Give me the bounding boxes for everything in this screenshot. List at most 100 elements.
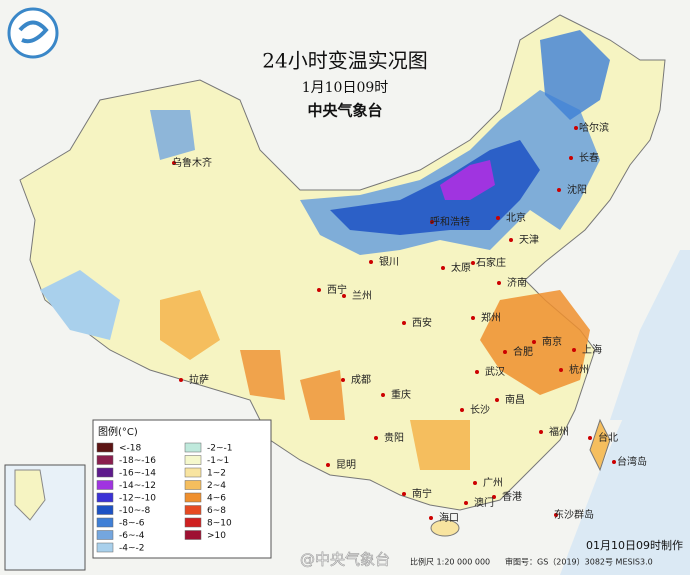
city-dot: [369, 260, 373, 264]
city-label: 重庆: [391, 388, 411, 401]
legend-swatch: [96, 492, 114, 503]
legend-swatch: [96, 542, 114, 553]
city-label: 乌鲁木齐: [172, 156, 212, 169]
legend-label: <-18: [119, 444, 142, 454]
city-dot: [402, 492, 406, 496]
legend: <-18 -18~-16 -16~-14 -14~-12 -12~-10 -10~-8 -8…: [96, 442, 233, 554]
legend-label: -18~-16: [119, 456, 156, 466]
agency: 中央气象台: [307, 102, 382, 120]
city-label: 北京: [506, 211, 526, 224]
city-label: 天津: [519, 234, 539, 246]
cold-peak: [440, 160, 495, 200]
legend-label: 6~8: [207, 506, 226, 516]
sea: [610, 250, 690, 420]
legend-swatch: [96, 517, 114, 528]
city-label: 贵阳: [384, 431, 404, 444]
city-dot: [172, 161, 176, 165]
legend-swatch: [184, 492, 202, 503]
legend-title: 图例(°C): [98, 425, 138, 438]
warm-area: [410, 420, 470, 470]
taiwan: [589, 418, 611, 472]
city-dot: [497, 281, 501, 285]
cold-area: [40, 270, 120, 340]
legend-swatch: [96, 480, 114, 490]
scale: 比例尺 1:20 000 000: [410, 557, 490, 567]
city-dot: [341, 378, 345, 382]
cold-area: [540, 30, 610, 120]
title: 24小时变温实况图: [262, 49, 427, 73]
hainan: [430, 519, 460, 537]
city-dot: [532, 340, 536, 344]
approval: 审图号：GS（2019）3082号 MESIS3.0: [505, 557, 653, 567]
cold-area: [150, 110, 195, 160]
city-dot: [326, 463, 330, 467]
legend-label: 8~10: [207, 519, 232, 529]
city-label: 长沙: [470, 404, 490, 416]
city-dot: [509, 238, 513, 242]
city-dot: [430, 220, 434, 224]
inset-land: [14, 469, 46, 521]
city-label: 海口: [439, 511, 459, 524]
city-dot: [402, 321, 406, 325]
legend-label: -6~-4: [119, 531, 145, 541]
city-dot: [612, 460, 616, 464]
legend-swatch: [184, 505, 202, 515]
city-label: 南昌: [505, 393, 525, 406]
city-label: 长春: [579, 152, 599, 164]
city-label: 广州: [483, 477, 503, 489]
legend-label: -10~-8: [119, 506, 150, 516]
city-label: 武汉: [485, 365, 505, 378]
legend-swatch: [184, 517, 202, 528]
city-dot: [574, 126, 578, 130]
city-dot: [471, 316, 475, 320]
city-dot: [554, 513, 558, 517]
legend-label: -14~-12: [119, 481, 156, 491]
warm-area: [240, 350, 285, 400]
city-label: 沈阳: [567, 183, 587, 196]
legend-label: 1~2: [207, 469, 226, 479]
legend-swatch: [96, 467, 114, 478]
city-label: 澳门: [474, 496, 494, 509]
city-label: 南京: [542, 335, 562, 348]
city-dot: [588, 436, 592, 440]
legend-swatch: [184, 530, 202, 540]
logo: [7, 7, 59, 59]
legend-swatch: [96, 442, 114, 453]
subtitle: 1月10日09时: [302, 80, 389, 96]
city-label: 哈尔滨: [579, 121, 609, 134]
city-label: 呼和浩特: [430, 216, 470, 228]
city-label: 济南: [507, 276, 527, 289]
warm-area: [160, 290, 220, 360]
city-label: 石家庄: [476, 256, 506, 269]
city-dot: [492, 495, 496, 499]
logo-mark: [18, 20, 49, 44]
city-label: 南宁: [412, 487, 432, 500]
city-label: 台湾岛: [617, 455, 647, 468]
legend-label: -1~1: [207, 456, 229, 466]
legend-label: -4~-2: [119, 544, 145, 554]
legend-box: [92, 419, 272, 559]
legend-swatch: [96, 505, 114, 515]
city-label: 台北: [598, 431, 618, 444]
legend-label: 4~6: [207, 494, 226, 504]
city-label: 郑州: [481, 311, 501, 324]
city-dot: [464, 501, 468, 505]
legend-swatch: [184, 480, 202, 490]
city-dot: [342, 294, 346, 298]
legend-label: 2~4: [207, 481, 226, 491]
city-label: 西安: [412, 316, 432, 329]
city-dot: [473, 481, 477, 485]
city-label: 拉萨: [189, 373, 209, 386]
city-label: 上海: [582, 343, 602, 356]
city-label: 昆明: [336, 459, 356, 471]
city-label: 福州: [549, 425, 569, 438]
warm-area: [300, 370, 345, 420]
city-label: 香港: [502, 491, 522, 503]
legend-swatch: [184, 442, 202, 453]
city-dot: [559, 368, 563, 372]
legend-swatch: [96, 530, 114, 540]
city-label: 成都: [351, 374, 371, 386]
city-dot: [539, 430, 543, 434]
